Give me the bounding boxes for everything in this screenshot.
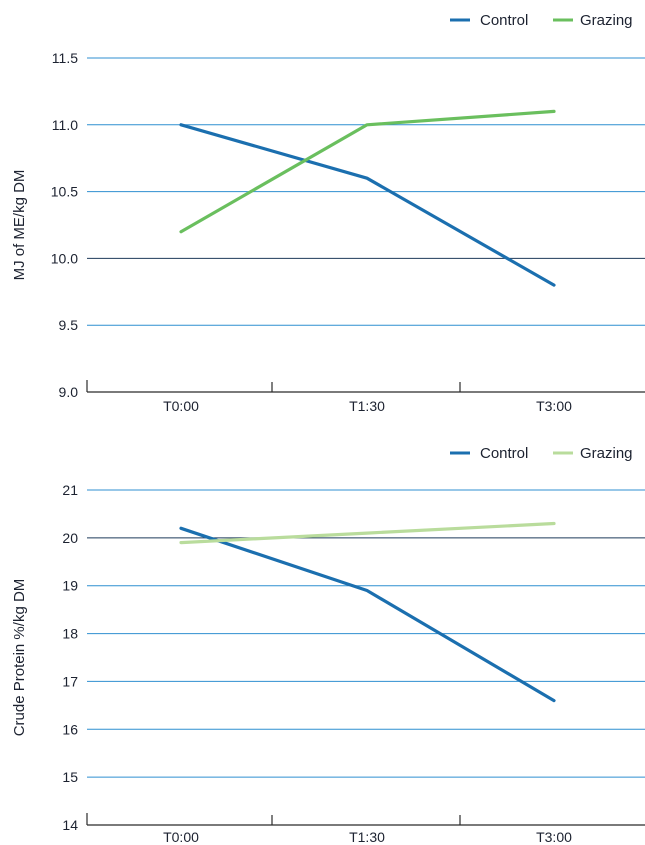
y-axis-title: MJ of ME/kg DM: [11, 170, 28, 281]
x-tick-label: T0:00: [163, 398, 199, 414]
legend-label-control: Control: [480, 445, 528, 462]
series-line-grazing: [179, 109, 556, 234]
x-tick-label: T0:00: [163, 829, 199, 845]
x-tick-label: T3:00: [536, 829, 572, 845]
y-tick-label: 9.0: [59, 384, 79, 400]
y-tick-label: 21: [62, 482, 78, 498]
y-tick-label: 16: [62, 721, 78, 737]
y-axis-title: Crude Protein %/kg DM: [11, 579, 28, 737]
series-line-control: [179, 123, 556, 287]
legend-label-control: Control: [480, 12, 528, 29]
y-tick-label: 17: [62, 673, 78, 689]
y-tick-label: 11.5: [52, 50, 78, 66]
legend-label-grazing: Grazing: [580, 445, 633, 462]
x-tick-label: T3:00: [536, 398, 572, 414]
y-tick-label: 14: [62, 817, 78, 833]
x-tick-label: T1:30: [349, 829, 385, 845]
chart-metabolisable-energy: 9.0 9.5 10.0 10.5 11.0 11.5 T0:00 T1:30 T3:00 MJ …: [11, 12, 645, 414]
y-tick-label: 9.5: [59, 317, 79, 333]
y-tick-label: 18: [62, 626, 78, 642]
x-tick-label: T1:30: [349, 398, 385, 414]
y-tick-label: 20: [62, 530, 78, 546]
y-tick-label: 10.5: [51, 184, 78, 200]
series-line-grazing: [179, 521, 556, 545]
y-tick-label: 11.0: [52, 117, 78, 133]
legend-label-grazing: Grazing: [580, 12, 633, 29]
y-tick-label: 10.0: [51, 250, 78, 266]
chart-crude-protein: 14 15 16 17 18 19 20 21 T0:00 T1:30 T3:00 Crude Pro…: [11, 445, 645, 845]
y-tick-label: 19: [62, 578, 78, 594]
y-tick-label: 15: [62, 769, 78, 785]
series-line-control: [179, 526, 556, 703]
